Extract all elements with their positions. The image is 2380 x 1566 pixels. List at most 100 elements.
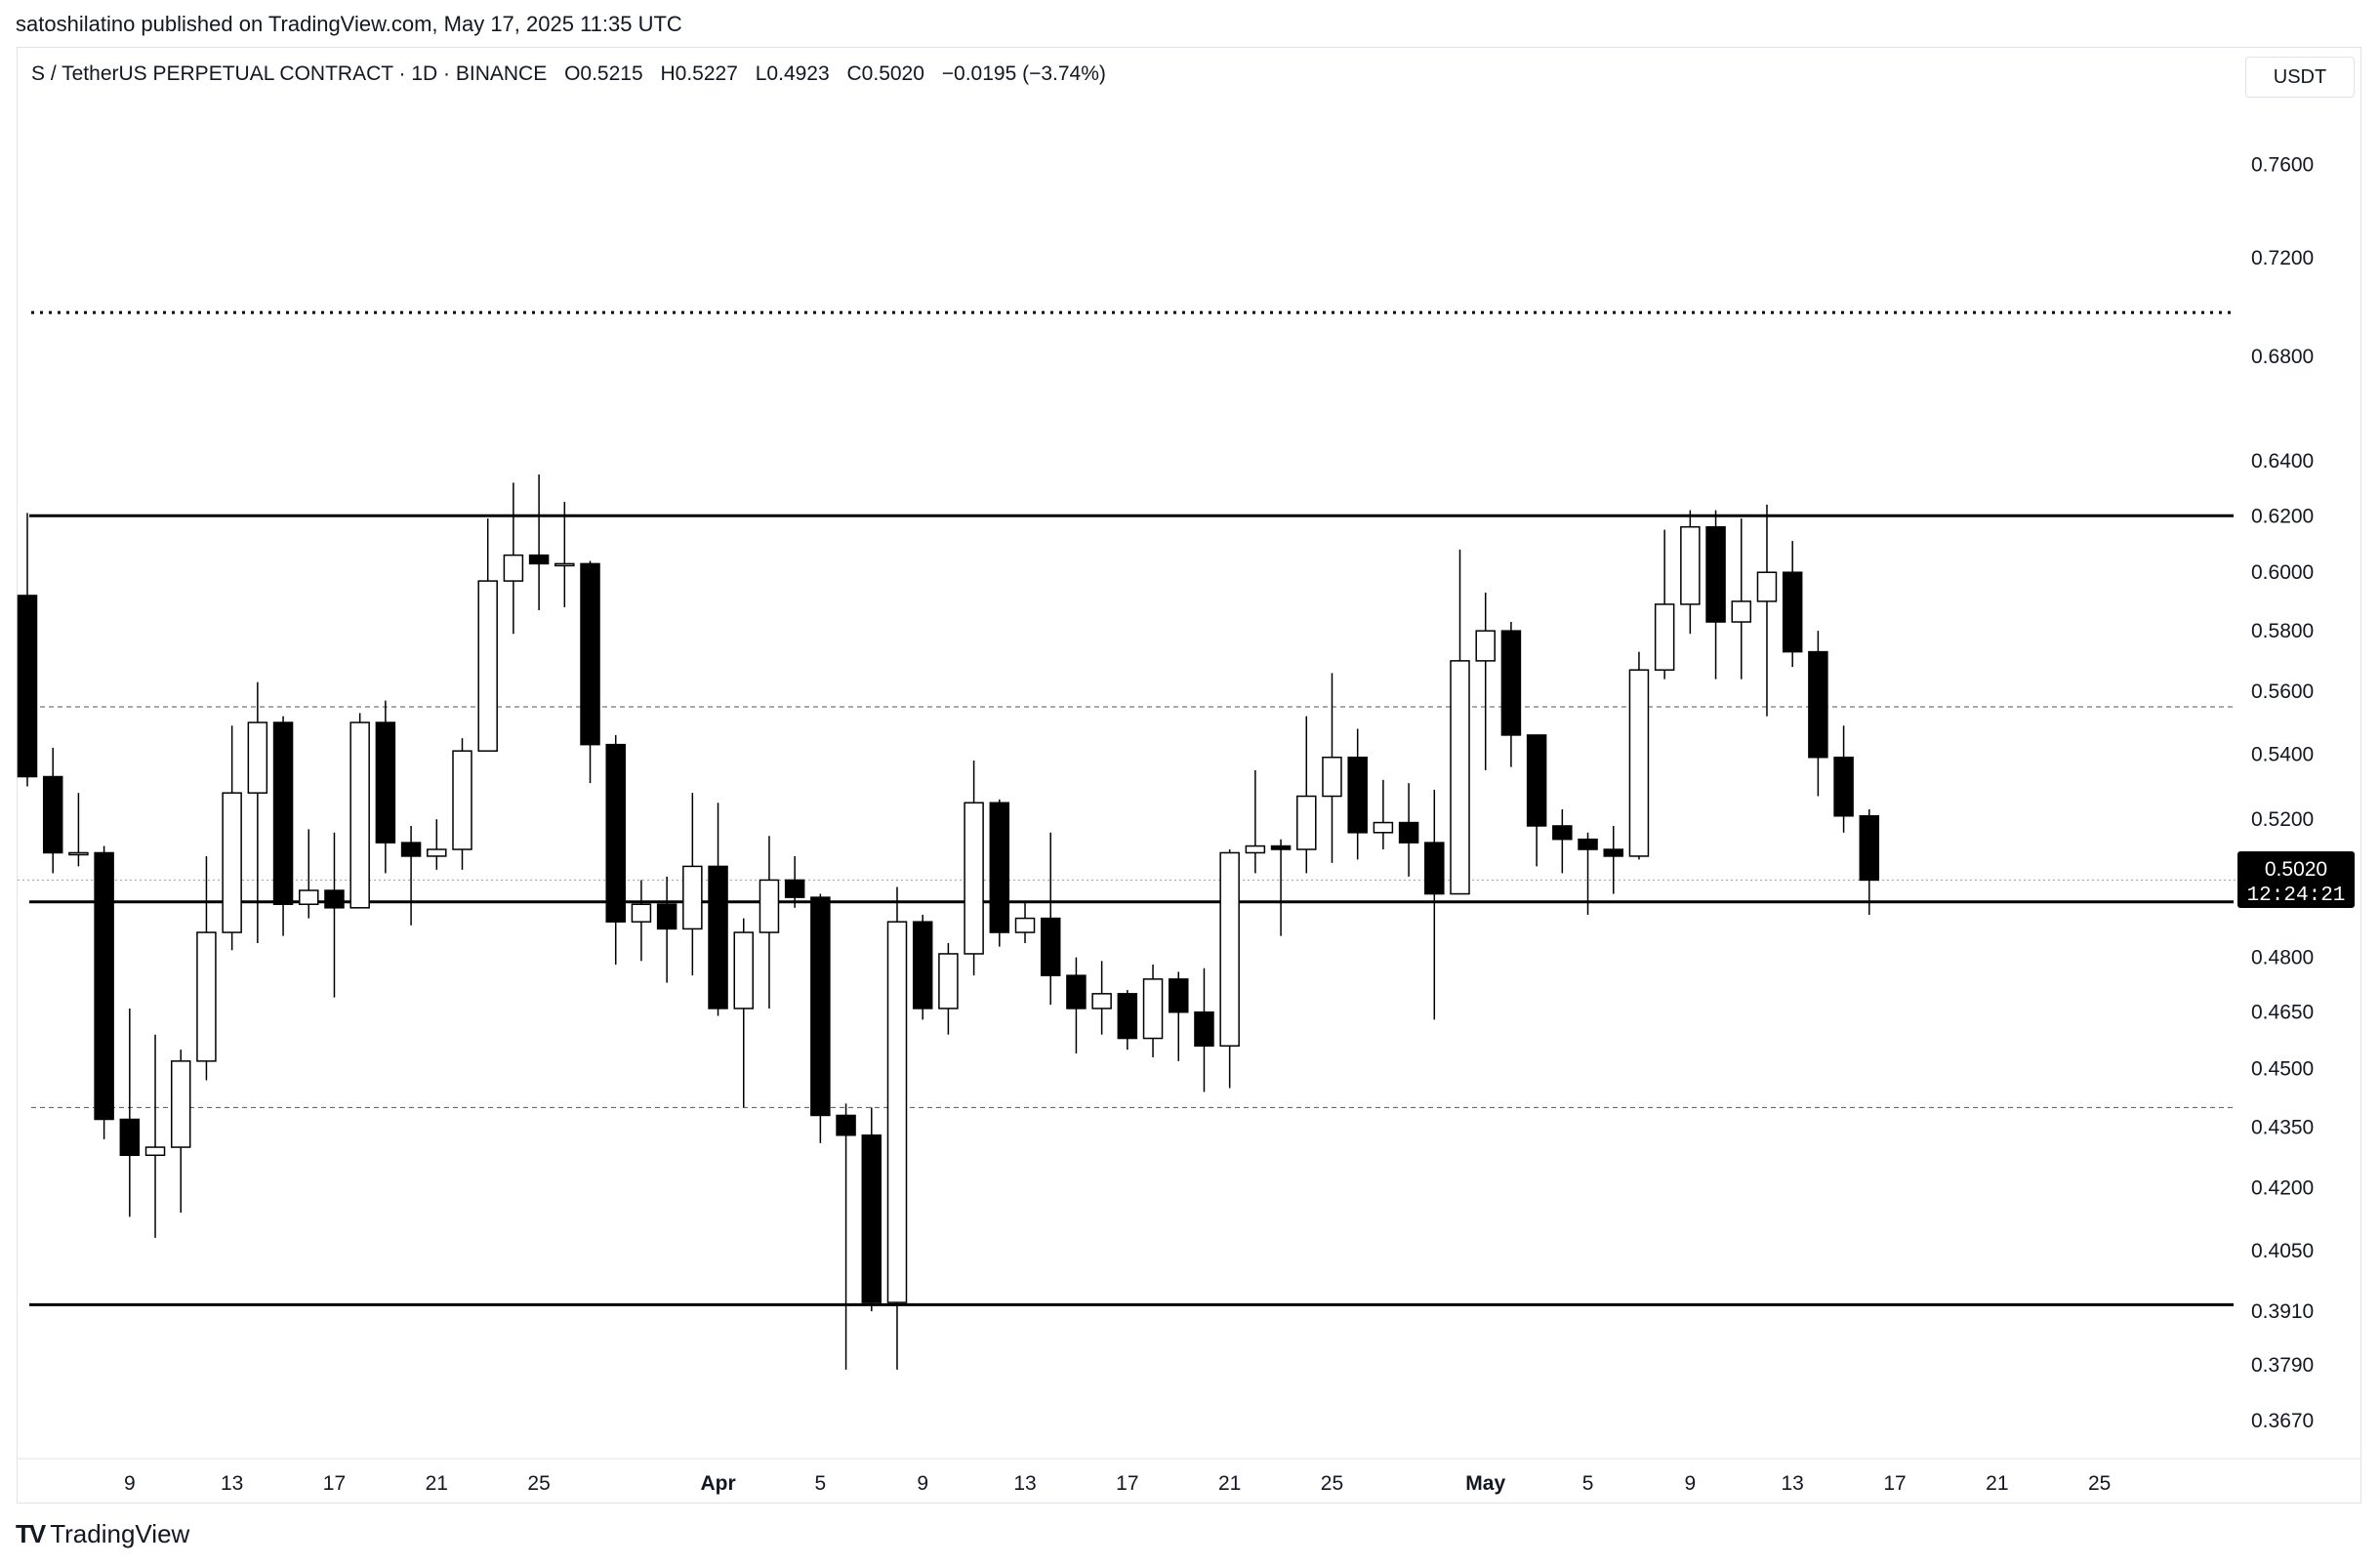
candle (17, 513, 38, 787)
candle-body-up (452, 750, 472, 850)
candle-body-down (324, 889, 345, 909)
candle (1142, 965, 1164, 1057)
x-tick-label: 13 (221, 1472, 243, 1495)
candle-body-up (1756, 571, 1778, 602)
y-tick-label: 0.6800 (2251, 346, 2314, 368)
candle (1117, 990, 1138, 1051)
candle (1680, 510, 1701, 635)
candle (1245, 769, 1266, 874)
candle (656, 876, 677, 983)
x-tick-label: 25 (1321, 1472, 1343, 1495)
candle (349, 713, 370, 909)
candle (503, 482, 524, 635)
y-tick-label: 0.7600 (2251, 153, 2314, 176)
candle-body-up (299, 889, 319, 905)
candle-body-up (1475, 630, 1496, 662)
last-price-label: 0.5020 12:24:21 (2237, 851, 2355, 908)
candle (1322, 673, 1342, 863)
candle (1859, 808, 1880, 915)
candle (1603, 825, 1623, 894)
candle (299, 829, 319, 919)
y-tick-label: 0.4500 (2251, 1058, 2314, 1081)
candle-body-down (42, 775, 63, 854)
candle-body-up (1654, 603, 1675, 671)
price-axis[interactable]: 0.7600 0.7200 0.6800 0.6400 0.6200 0.6000 0.58… (2251, 153, 2314, 1432)
candle (1731, 518, 1752, 680)
ohlc-close: C0.5020 (846, 62, 924, 85)
candle (1500, 622, 1522, 767)
candle (1808, 631, 1828, 797)
time-axis[interactable]: 9 13 17 21 25 Apr 5 9 13 17 21 25 May 5 9 13 17 21 25 (124, 1472, 2111, 1495)
candle (1347, 728, 1368, 860)
tradingview-logo-icon: TV (16, 1519, 46, 1548)
candle (247, 681, 268, 943)
y-tick-label: 0.4200 (2251, 1177, 2314, 1200)
x-tick-label: May (1465, 1472, 1505, 1495)
candle-body-up (503, 554, 524, 582)
x-tick-label: Apr (700, 1472, 735, 1495)
last-price-badge (2237, 851, 2355, 908)
x-tick-label: 5 (815, 1472, 827, 1495)
candle-body-down (1603, 848, 1623, 857)
candle (759, 836, 780, 1009)
candle (964, 761, 984, 976)
candle-body-up (349, 721, 370, 909)
candle-body-up (1296, 795, 1317, 850)
candle-body-down (1398, 821, 1419, 844)
candle (1373, 779, 1394, 850)
candle (836, 1103, 856, 1370)
candle-body-down (1782, 571, 1803, 653)
ohlc-high: H0.5227 (660, 62, 738, 85)
candle-body-up (222, 792, 242, 933)
candle-body-up (964, 802, 984, 955)
candle-body-up (1245, 845, 1266, 854)
symbol-legend: S / TetherUS PERPETUAL CONTRACT · 1D · B… (31, 62, 1118, 86)
candle (1450, 549, 1470, 895)
candle (1040, 832, 1061, 1006)
currency-button[interactable]: USDT (2245, 57, 2355, 98)
candle (528, 474, 550, 610)
candle (272, 716, 294, 936)
candle (1782, 541, 1803, 668)
candle-body-up (427, 848, 447, 857)
candle (886, 886, 908, 1370)
candle (1475, 592, 1496, 770)
candle-body-down (1194, 1010, 1214, 1048)
candle (1628, 651, 1650, 860)
candles (17, 474, 1880, 1370)
candle (477, 518, 498, 752)
candle (427, 819, 447, 870)
candle (1654, 529, 1675, 680)
candle-body-up (170, 1060, 191, 1148)
candle (68, 793, 89, 867)
candle (324, 832, 345, 998)
candle-body-down (656, 903, 677, 930)
candle-body-up (1450, 660, 1470, 895)
candle-body-down (1500, 630, 1522, 736)
candle (1833, 725, 1854, 833)
x-tick-label: 9 (1685, 1472, 1697, 1495)
candle-body-up (1091, 993, 1112, 1010)
x-tick-label: 9 (124, 1472, 136, 1495)
x-tick-label: 21 (1986, 1472, 2008, 1495)
x-tick-label: 5 (1582, 1472, 1594, 1495)
price-chart[interactable]: 0.7600 0.7200 0.6800 0.6400 0.6200 0.6000 0.58… (0, 0, 2380, 1508)
candle (1219, 849, 1240, 1089)
x-tick-label: 17 (323, 1472, 346, 1495)
y-tick-label: 0.6200 (2251, 505, 2314, 527)
candle (1705, 510, 1726, 680)
candle-body-up (938, 953, 959, 1010)
x-tick-label: 21 (1218, 1472, 1241, 1495)
x-tick-label: 13 (1781, 1472, 1803, 1495)
y-tick-label: 0.4050 (2251, 1240, 2314, 1262)
tradingview-brand[interactable]: TV TradingView (16, 1519, 189, 1549)
candle (144, 1034, 166, 1238)
y-tick-label: 0.3670 (2251, 1410, 2314, 1432)
candle-body-down (1066, 974, 1087, 1010)
x-tick-label: 9 (917, 1472, 928, 1495)
candle (708, 803, 728, 1016)
x-tick-label: 17 (1116, 1472, 1138, 1495)
candle-body-up (554, 562, 575, 567)
candle (938, 942, 959, 1035)
symbol-title[interactable]: S / TetherUS PERPETUAL CONTRACT · 1D · B… (31, 62, 548, 85)
